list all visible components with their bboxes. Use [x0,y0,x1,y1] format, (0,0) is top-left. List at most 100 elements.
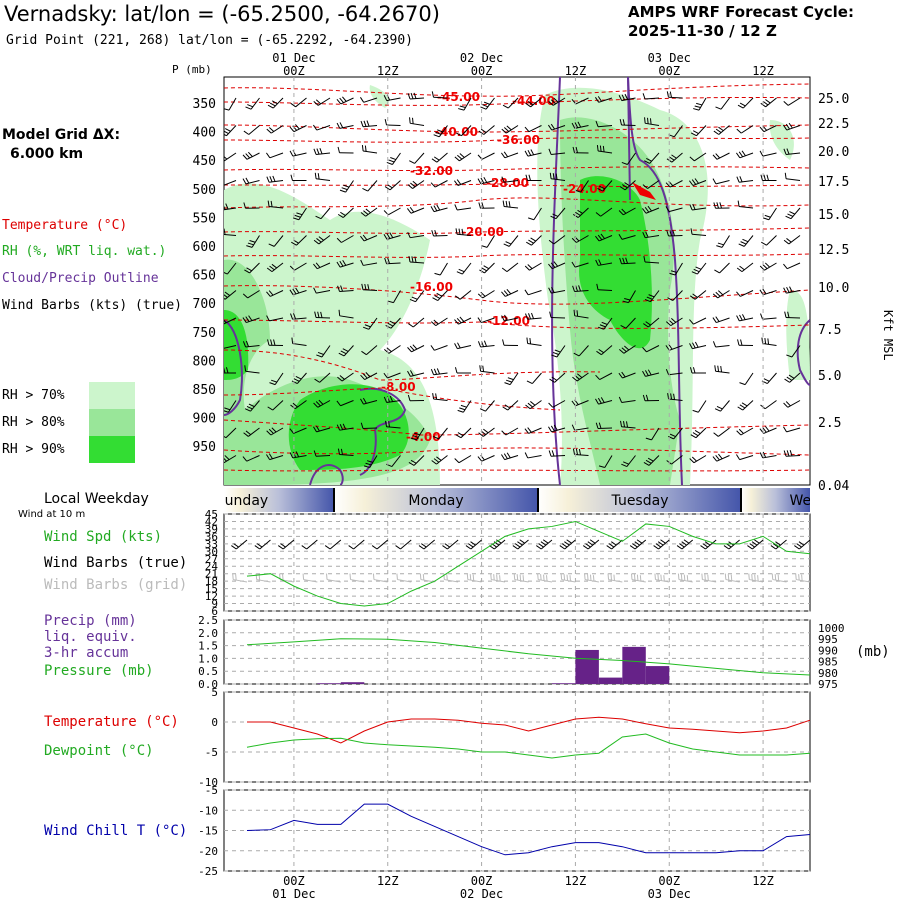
wind-barb-flag [224,228,226,235]
wind-barb-flag [314,378,320,383]
wind-barb [483,125,495,135]
wind-barb-flag [272,175,276,182]
wind-barb-flag [608,543,615,548]
wind-barb [556,345,566,358]
wind-barb-flag [273,339,276,346]
wind-barb-flag [388,421,391,428]
wind-barb [715,180,730,185]
wind-barb-flag [340,448,344,455]
wind-barb-flag [668,435,674,440]
wind-barb [628,290,636,303]
wind-barb-flag [506,452,511,459]
wind-barb-flag [689,319,694,325]
wind-barb-flag [482,104,489,108]
wind-barb-flag [759,126,765,132]
wind-barb-flag [224,155,228,160]
wind-barb [634,539,647,550]
wind-barb-flag [696,102,703,106]
wind-barb-flag [595,235,600,242]
wind-barb [531,372,542,384]
wind-barb [669,345,683,351]
wind-barb [766,235,777,246]
wind-barb [458,455,472,464]
wind-barb [720,400,730,412]
wind-barb-flag [367,284,370,291]
wind-barb-flag [483,428,489,434]
wind-barb-flag [386,161,393,165]
wind-barb-flag [268,428,274,434]
wind-barb-flag [597,187,604,192]
pressure-tick: 350 [193,97,216,112]
wind-barb-flag [501,454,506,460]
wind-barb-flag [764,337,767,345]
wind-barb [507,97,519,109]
wind-barb-flag [683,539,690,544]
wind-barb-flag [407,208,412,214]
wind-barb [316,427,331,433]
wind-barb-flag [786,148,790,155]
temp-label: -32.00 [410,164,453,178]
value-tick: 36 [205,530,218,543]
wind-barb-flag [622,300,629,304]
wind-barb [411,345,425,353]
wind-barb [678,579,693,583]
wind-barb-flag [360,212,366,217]
wind-barb-flag [457,154,463,160]
wind-barb-flag [512,545,519,550]
wind-barb [436,455,448,465]
wind-barb-flag [233,543,239,548]
cloud-outline [796,319,810,386]
wind-barb-flag [695,266,702,270]
wind-barb-flag [433,435,439,440]
wind-barb-flag [739,176,743,183]
wind-barb-flag [294,124,300,130]
temp-label: -24.00 [563,182,606,196]
top-time-axis: 00Z 12Z 00Z 12Z 00Z 12Z 01 Dec 02 Dec 03 Dec [272,51,774,78]
wind-barb-flag [247,104,254,108]
wind-barb-flag [665,206,670,212]
weekday-segment [741,488,810,512]
wind-barb [597,289,613,291]
wind-barb-flag [672,229,675,236]
wind-barb [580,180,589,193]
wind-barb-flag [619,186,626,191]
wind-barb-flag [546,575,548,582]
wind-barb [363,97,378,103]
wind-barb [481,152,495,160]
wind-barb-flag [313,263,318,270]
wind-barb-flag [225,203,229,210]
wind-barb [624,180,636,191]
wind-barb [742,97,754,109]
temp-label: -8.00 [381,380,416,394]
precip-bar [317,683,341,684]
wind-barb [766,372,777,384]
wind-barb [245,180,260,185]
wind-barb-flag [493,541,500,546]
wind-barb-flag [571,400,576,407]
wind-barb-flag [611,541,617,546]
wind-barb-flag [501,128,507,134]
wind-barb [698,97,707,111]
wind-barb [317,262,331,270]
wind-barb [246,455,260,462]
wind-barbs-10m [231,539,811,550]
wind-barb-flag [477,317,482,323]
wind-barb-flag [765,426,770,432]
wind-barb [671,455,683,465]
wind-barb-flag [597,234,603,241]
wind-barb [493,539,506,550]
wind-barb-flag [592,575,595,582]
wind-barb [786,178,801,181]
wind-barb-flag [796,543,802,548]
legend-temperature: Temperature (°C) [2,218,128,233]
wind-barb-flag [317,173,320,180]
wind-barb [577,207,589,218]
wind-barb-flag [624,93,629,100]
temp-label: -36.00 [497,133,540,147]
wind-barb-flag [704,541,711,546]
value-tick: 18 [205,575,218,588]
wind-barb-flag [339,424,344,430]
wind-barb-flag [247,151,253,157]
wind-barb [647,317,660,328]
wind-barb-flag [266,430,272,436]
